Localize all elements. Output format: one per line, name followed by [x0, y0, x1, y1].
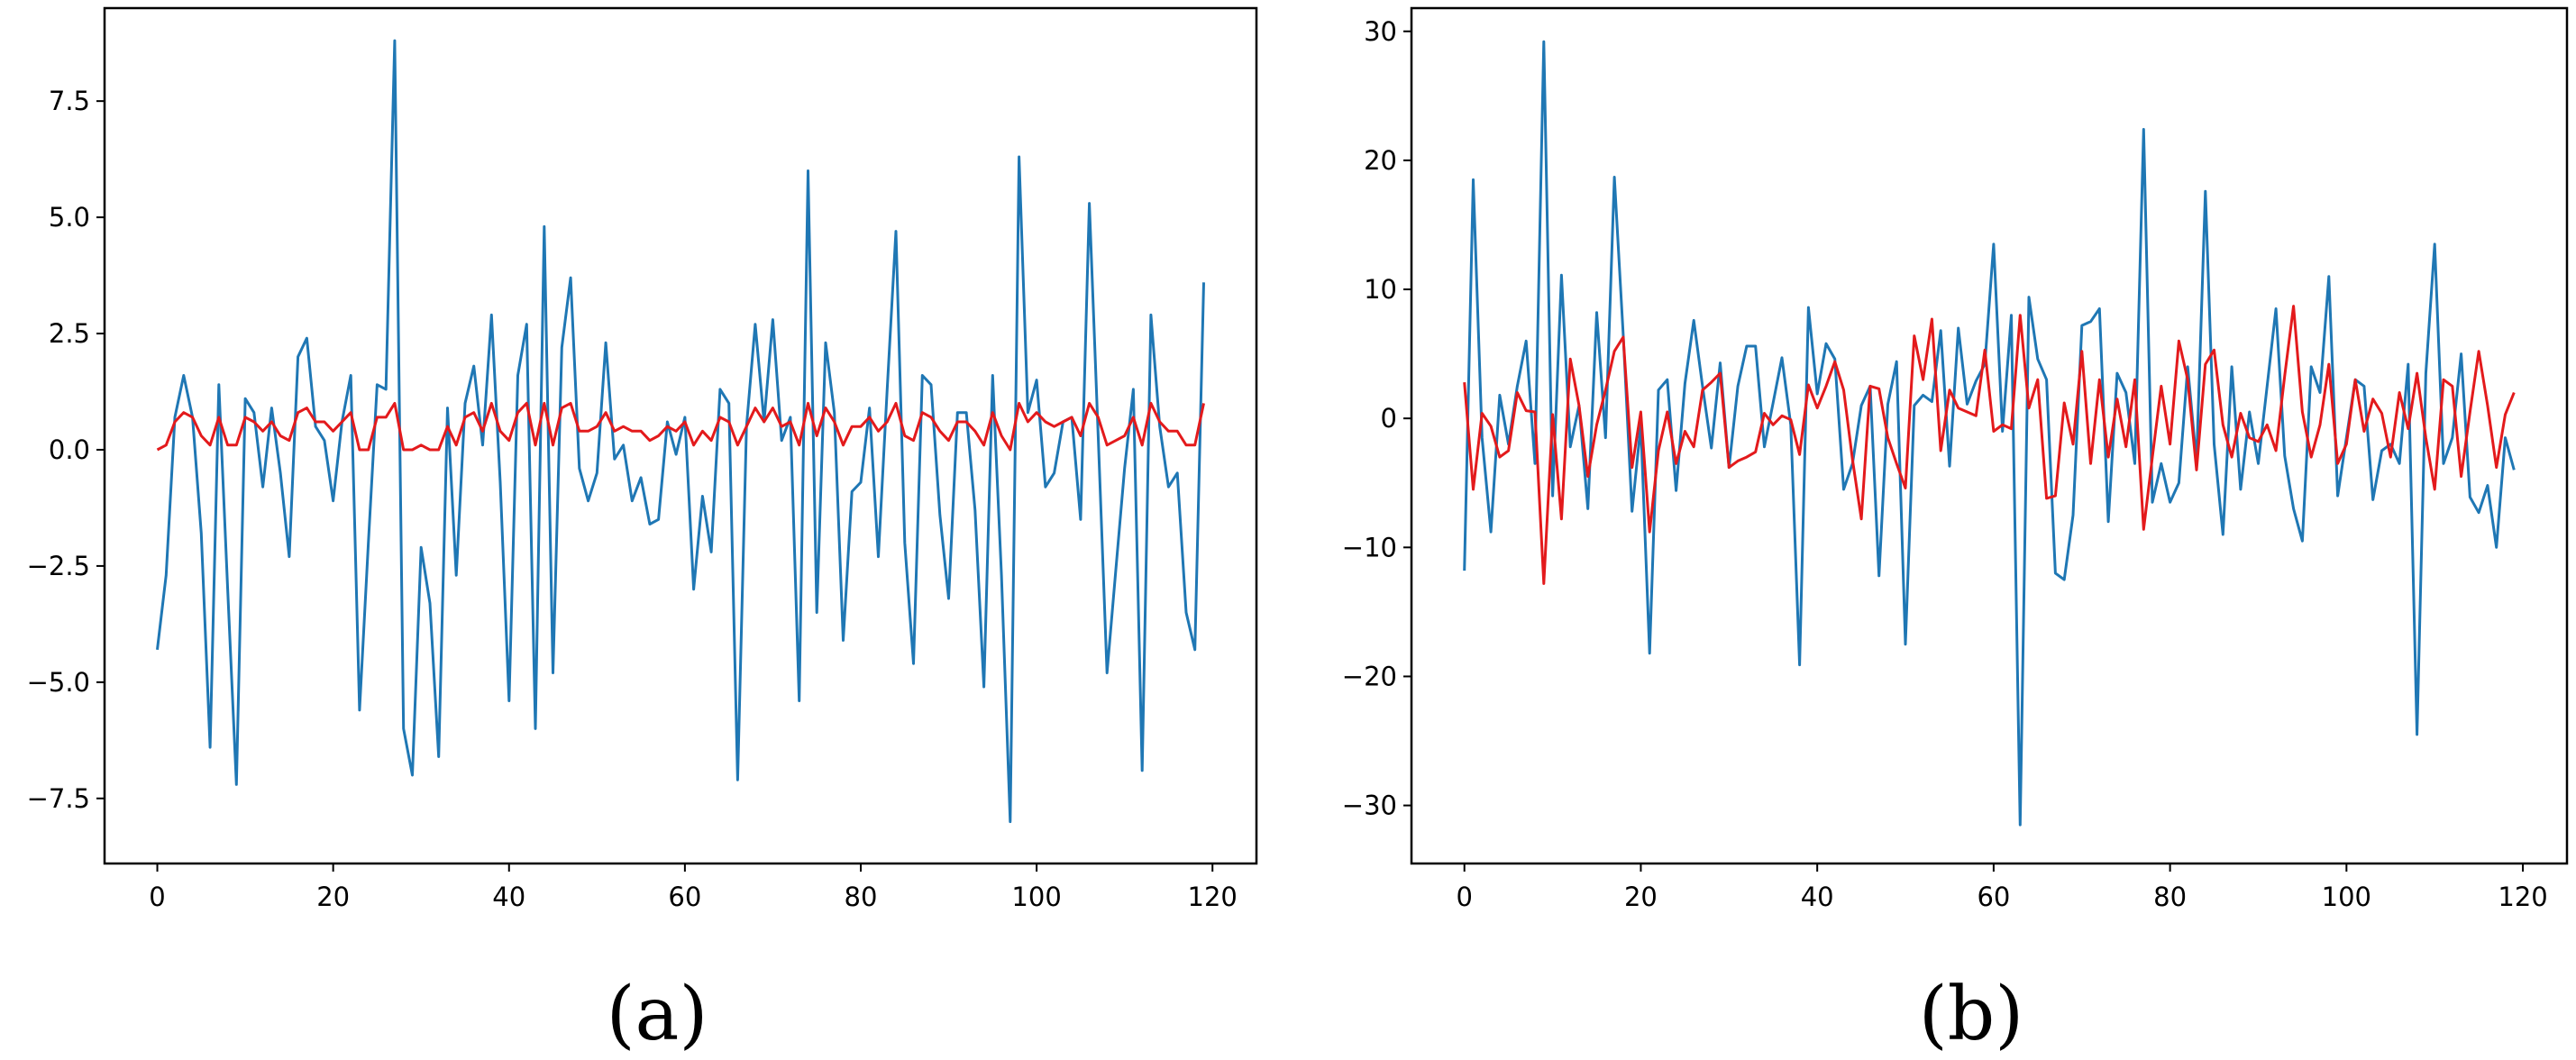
chart-a: 0 20 40 60 80 100 120 −7.5 −5.0 −2.5 0.0 2.5 5.0 7.5… — [27, 6, 1258, 1057]
chart-a-y-tick-label: −5.0 — [27, 667, 90, 698]
chart-a-caption: (a) — [607, 972, 708, 1057]
chart-b: 0 20 40 60 80 100 120 −30 −20 −10 0 10 20 30 (b) — [1342, 6, 2569, 1057]
chart-b-x-axis: 0 20 40 60 80 100 120 — [1456, 864, 2548, 912]
chart-b-y-tick-label: 20 — [1364, 145, 1397, 176]
chart-b-caption: (b) — [1919, 972, 2023, 1057]
chart-a-x-axis: 0 20 40 60 80 100 120 — [149, 864, 1238, 912]
chart-a-y-tick-label: 2.5 — [49, 318, 90, 349]
chart-b-series-1-line — [1463, 305, 2516, 585]
chart-a-x-tick-label: 80 — [845, 882, 878, 912]
chart-b-y-tick-label: 30 — [1364, 16, 1397, 47]
chart-b-y-tick-label: −20 — [1342, 661, 1397, 691]
chart-b-series — [1463, 40, 2516, 827]
chart-b-x-tick-label: 100 — [2322, 882, 2371, 912]
chart-b-y-axis: −30 −20 −10 0 10 20 30 — [1342, 16, 1411, 821]
chart-a-series-0-line — [156, 39, 1205, 824]
chart-a-x-tick-label: 120 — [1188, 882, 1238, 912]
chart-b-y-tick-label: 10 — [1364, 274, 1397, 305]
chart-a-series — [156, 39, 1205, 824]
chart-b-x-tick-label: 20 — [1624, 882, 1658, 912]
chart-a-y-tick-label: 0.0 — [49, 434, 90, 465]
chart-a-x-tick-label: 40 — [492, 882, 525, 912]
chart-a-y-tick-label: 5.0 — [49, 202, 90, 233]
chart-a-series-1-line — [156, 401, 1205, 452]
chart-b-y-tick-label: 0 — [1381, 403, 1397, 434]
chart-b-x-tick-label: 0 — [1456, 882, 1472, 912]
chart-b-x-tick-label: 60 — [1977, 882, 2010, 912]
chart-a-y-axis: −7.5 −5.0 −2.5 0.0 2.5 5.0 7.5 — [27, 86, 105, 814]
chart-b-x-tick-label: 80 — [2153, 882, 2187, 912]
chart-b-x-tick-label: 120 — [2498, 882, 2547, 912]
chart-b-y-tick-label: −30 — [1342, 790, 1397, 821]
chart-b-x-tick-label: 40 — [1801, 882, 1834, 912]
chart-a-x-tick-label: 20 — [316, 882, 350, 912]
chart-a-y-tick-label: −7.5 — [27, 783, 90, 814]
chart-a-x-tick-label: 100 — [1011, 882, 1061, 912]
chart-a-frame — [103, 6, 1258, 865]
chart-a-y-tick-label: −2.5 — [27, 551, 90, 581]
chart-a-x-tick-label: 0 — [149, 882, 165, 912]
chart-a-x-tick-label: 60 — [668, 882, 701, 912]
chart-a-y-tick-label: 7.5 — [49, 86, 90, 116]
chart-b-frame — [1410, 6, 2569, 865]
chart-b-y-tick-label: −10 — [1342, 532, 1397, 562]
chart-b-series-0-line — [1463, 40, 2516, 827]
